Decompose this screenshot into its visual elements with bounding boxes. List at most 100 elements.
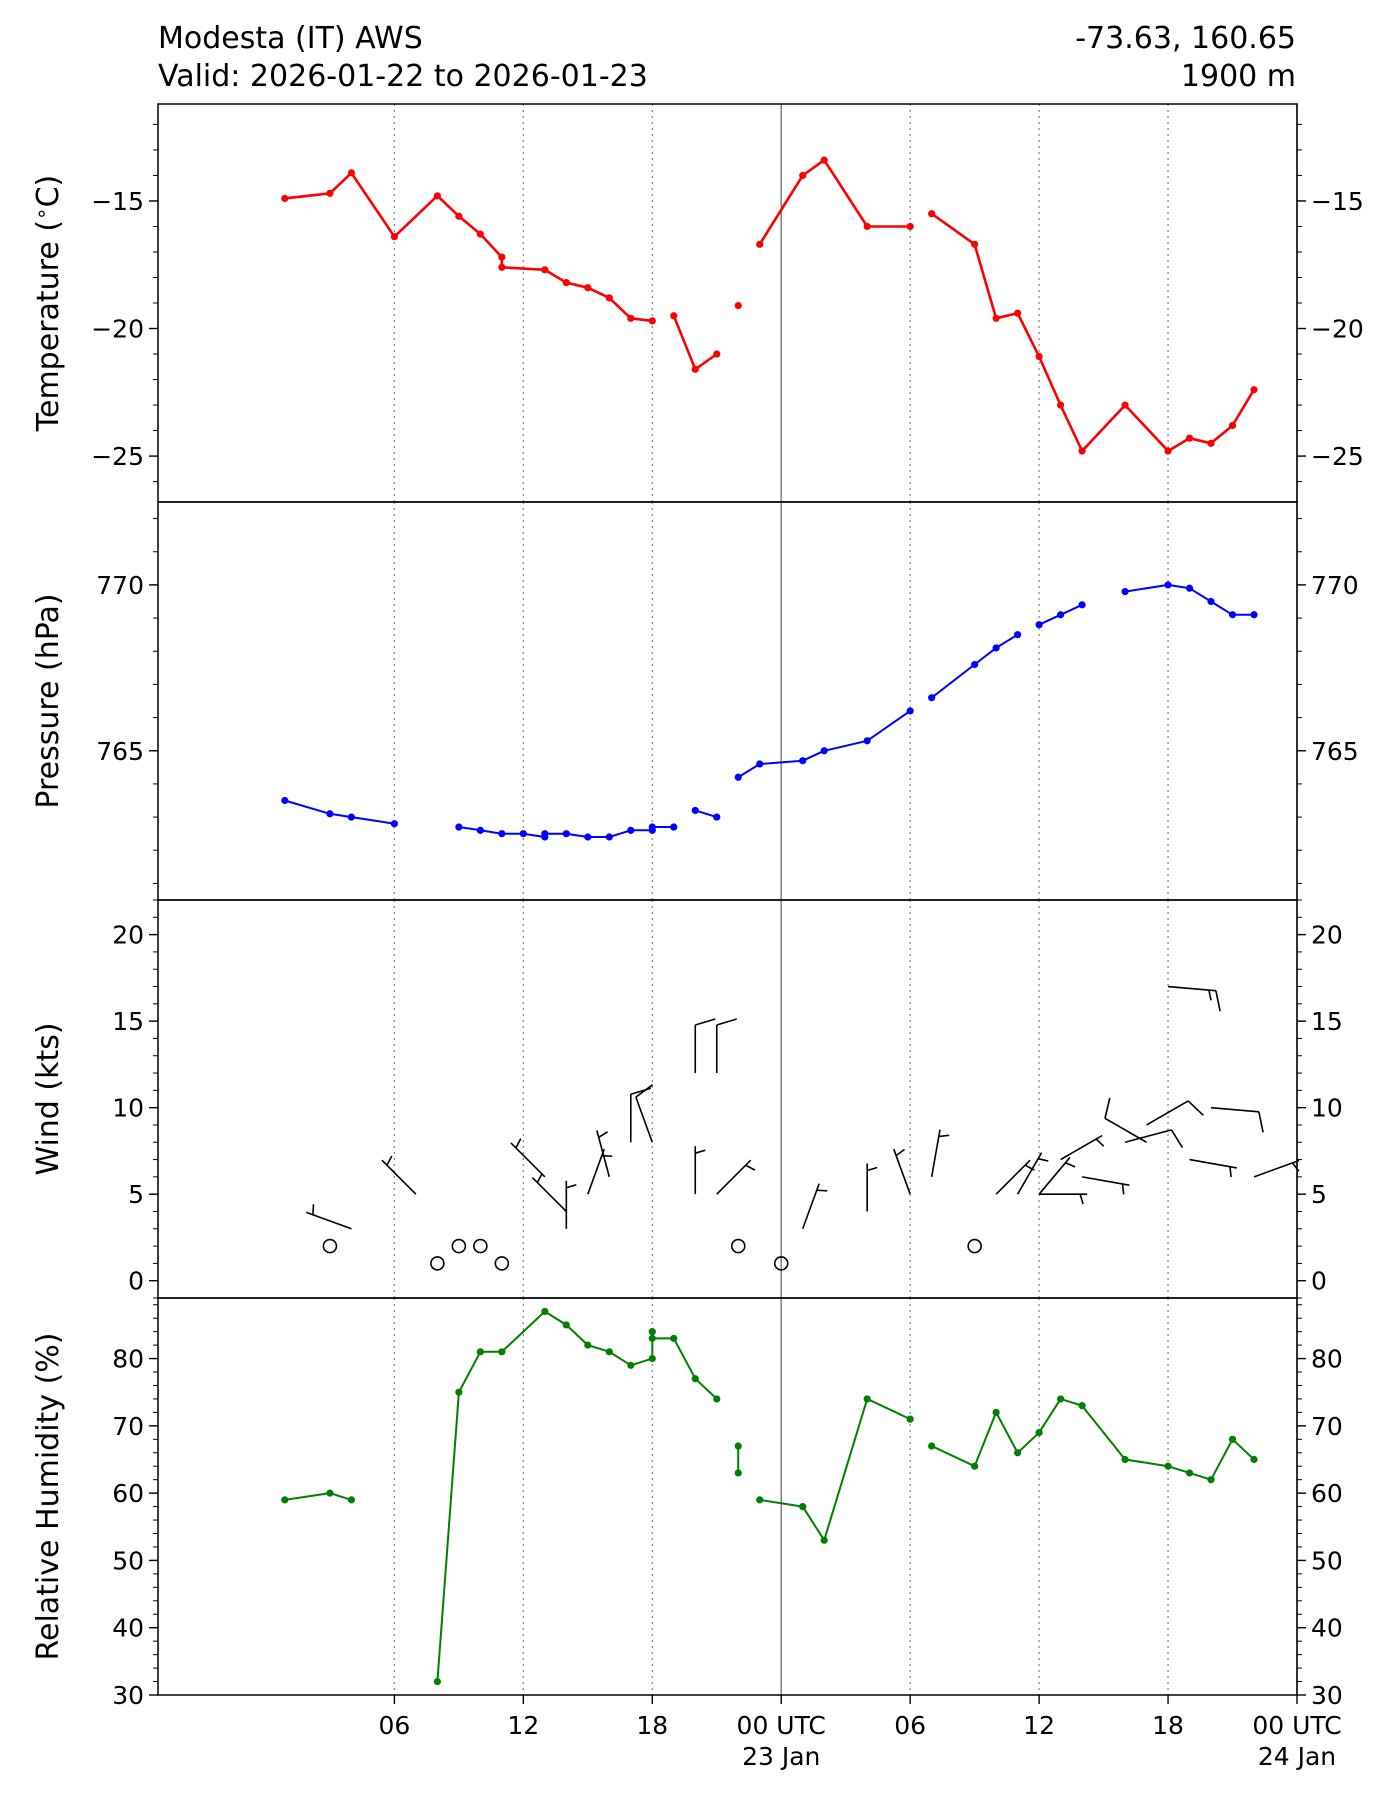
- wind-barb-full: [695, 1018, 716, 1026]
- humidity-panel: 80 80 70 70 60 60 50 50 40 40 30 30 Relative Humidit…: [31, 1297, 1343, 1710]
- data-point: [648, 317, 656, 325]
- wind-barb-shaft: [1189, 1158, 1237, 1169]
- data-point: [1250, 1455, 1258, 1464]
- wind-barb-half: [566, 1184, 577, 1189]
- data-point: [971, 1462, 979, 1470]
- data-point: [648, 823, 656, 831]
- y-tick-label: 765: [96, 737, 144, 766]
- calm-wind-circle: [773, 1256, 789, 1271]
- wind-barb-full: [716, 1018, 737, 1026]
- series-line: [284, 799, 395, 825]
- wind-barb-shaft: [596, 1130, 611, 1178]
- wind-barb-full: [1258, 1111, 1264, 1133]
- y-tick-label-right: 15: [1311, 1007, 1343, 1036]
- data-point: [455, 823, 463, 831]
- data-point: [498, 830, 506, 838]
- data-point: [584, 284, 592, 292]
- data-point: [281, 796, 289, 805]
- data-point: [541, 830, 549, 838]
- wind-barb-full: [1170, 1129, 1184, 1149]
- data-point: [562, 1321, 570, 1329]
- data-point: [390, 820, 398, 828]
- data-point: [906, 1415, 914, 1423]
- data-point: [562, 278, 570, 287]
- data-point: [476, 230, 484, 238]
- data-point: [347, 813, 356, 821]
- data-point: [820, 747, 828, 755]
- wind-barb-half: [745, 1164, 756, 1171]
- data-point: [648, 1328, 656, 1336]
- y-tick-label-right: 0: [1311, 1267, 1327, 1296]
- data-point: [799, 757, 807, 765]
- wind-barb-half: [598, 1131, 608, 1138]
- y-tick-label: 15: [112, 1007, 144, 1036]
- series-line: [695, 809, 718, 819]
- data-point: [648, 1334, 656, 1342]
- wind-barb-half: [816, 1189, 828, 1192]
- wind-barb-shaft: [893, 1148, 911, 1195]
- y-tick-label: −20: [91, 315, 144, 344]
- wind-barb-full: [635, 1084, 654, 1098]
- y-tick-label: 80: [112, 1345, 144, 1374]
- y-axis-label: Temperature (∘C): [29, 175, 66, 432]
- series-line: [931, 1397, 1255, 1481]
- y-tick-label-right: 70: [1311, 1412, 1343, 1441]
- data-point: [670, 823, 678, 831]
- x-tick-label: 12: [1023, 1711, 1055, 1740]
- x-tick-date-label: 24 Jan: [1258, 1742, 1336, 1771]
- calm-wind-circle: [494, 1256, 510, 1271]
- data-point: [906, 707, 914, 715]
- wind-barb-half: [1037, 1157, 1049, 1162]
- wind-barb-shaft: [1060, 1134, 1103, 1161]
- x-tick-label: 06: [378, 1711, 410, 1740]
- data-point: [734, 301, 742, 310]
- data-point: [455, 212, 463, 220]
- data-point: [992, 314, 1000, 322]
- station-coordinates: -73.63, 160.65: [1075, 21, 1296, 56]
- y-tick-label: 20: [112, 921, 144, 950]
- calm-wind-circle: [430, 1256, 445, 1271]
- data-point: [1164, 581, 1172, 589]
- data-point: [605, 833, 613, 841]
- data-point: [928, 694, 936, 702]
- data-point: [1014, 631, 1022, 639]
- y-tick-label: −25: [91, 442, 144, 471]
- y-tick-label-right: 40: [1311, 1614, 1343, 1643]
- series-line: [672, 315, 718, 371]
- x-tick-date-label: 23 Jan: [742, 1742, 820, 1771]
- wind-barb-shaft: [1038, 1156, 1071, 1195]
- y-tick-label: 30: [112, 1681, 144, 1710]
- series-line: [737, 710, 911, 779]
- data-point: [756, 760, 764, 768]
- temperature-panel: −15 −15 −20 −20 −25 −25 Temperature (∘C): [29, 103, 1364, 503]
- y-tick-label: −15: [91, 187, 144, 216]
- series-line: [284, 1492, 352, 1501]
- wind-barb-full: [1215, 990, 1221, 1012]
- panel-frame: [157, 1297, 1298, 1696]
- data-point: [498, 253, 506, 261]
- data-point: [928, 210, 936, 218]
- data-point: [799, 171, 807, 180]
- wind-barb-shaft: [1016, 1152, 1043, 1195]
- y-tick-label: 5: [128, 1180, 144, 1209]
- wind-barb-shaft: [510, 1142, 546, 1178]
- x-tick-label: 18: [636, 1711, 668, 1740]
- data-point: [519, 830, 527, 838]
- data-point: [627, 1361, 635, 1369]
- wind-barb-full: [1104, 1097, 1111, 1119]
- data-point: [455, 1388, 463, 1396]
- wind-barb-half: [866, 1166, 878, 1172]
- wind-barb-half: [1095, 1138, 1105, 1147]
- wind-barb-shaft: [801, 1183, 820, 1230]
- data-point: [347, 169, 356, 177]
- wind-barb-half: [1079, 1193, 1084, 1205]
- data-point: [1078, 1402, 1086, 1410]
- series-line: [930, 212, 1256, 453]
- data-point: [562, 830, 570, 838]
- wind-barb-half: [386, 1155, 393, 1166]
- data-point: [1228, 421, 1237, 430]
- data-point: [1057, 401, 1065, 409]
- data-point: [326, 1489, 334, 1497]
- data-point: [713, 813, 721, 821]
